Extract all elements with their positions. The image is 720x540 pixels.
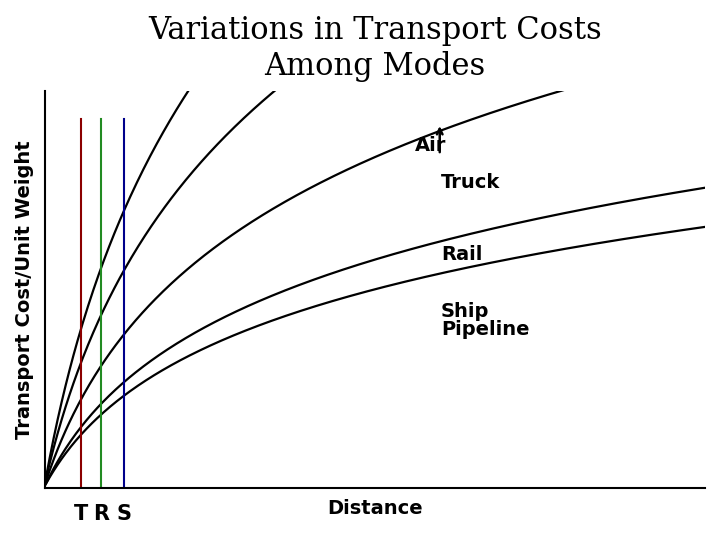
Text: Air: Air [415, 136, 446, 154]
Text: Pipeline: Pipeline [441, 320, 529, 339]
Text: S: S [117, 504, 132, 524]
Title: Variations in Transport Costs
Among Modes: Variations in Transport Costs Among Mode… [148, 15, 602, 82]
Text: Ship: Ship [441, 302, 490, 321]
X-axis label: Distance: Distance [328, 500, 423, 518]
Text: R: R [93, 504, 109, 524]
Y-axis label: Transport Cost/Unit Weight: Transport Cost/Unit Weight [15, 140, 34, 439]
Text: T: T [74, 504, 89, 524]
Text: Truck: Truck [441, 173, 500, 192]
Text: Rail: Rail [441, 245, 482, 264]
